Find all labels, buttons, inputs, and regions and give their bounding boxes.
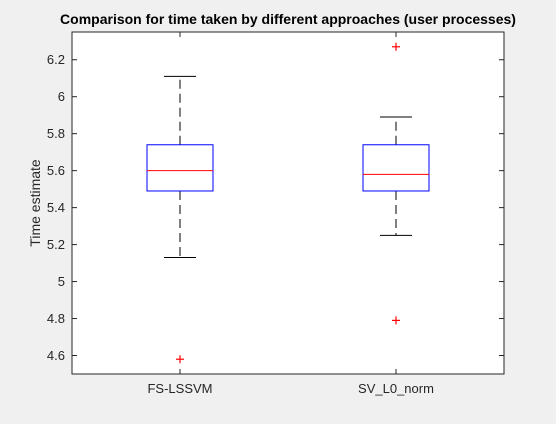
box-iqr <box>362 144 430 192</box>
y-tick-label: 5 <box>58 274 65 289</box>
y-axis-label: Time estimate <box>27 159 43 247</box>
y-tick-label: 4.6 <box>47 348 65 363</box>
axes-background <box>72 32 504 374</box>
y-tick-label: 5.8 <box>47 126 65 141</box>
axis-ticks: 4.6 4.8 5 5.2 5.4 5.6 5.8 6 6.2 FS-LSSVM SV_L0_nor… <box>47 32 504 396</box>
box-group <box>362 42 430 325</box>
y-tick-label: 5.6 <box>47 163 65 178</box>
outlier-marker <box>392 42 400 51</box>
axes-frame <box>71 31 505 375</box>
y-tick-label: 6 <box>58 89 65 104</box>
chart-title: Comparison for time taken by different a… <box>60 11 516 27</box>
outlier-marker <box>392 316 400 325</box>
outlier-marker <box>176 355 184 364</box>
y-tick-label: 5.4 <box>47 200 65 215</box>
x-tick-label: FS-LSSVM <box>147 381 212 396</box>
chart-marks <box>146 42 430 364</box>
y-tick-label: 6.2 <box>47 52 65 67</box>
box-group <box>146 75 214 364</box>
box-iqr <box>146 144 214 192</box>
y-tick-label: 5.2 <box>47 237 65 252</box>
x-tick-label: SV_L0_norm <box>358 381 434 396</box>
y-tick-label: 4.8 <box>47 311 65 326</box>
